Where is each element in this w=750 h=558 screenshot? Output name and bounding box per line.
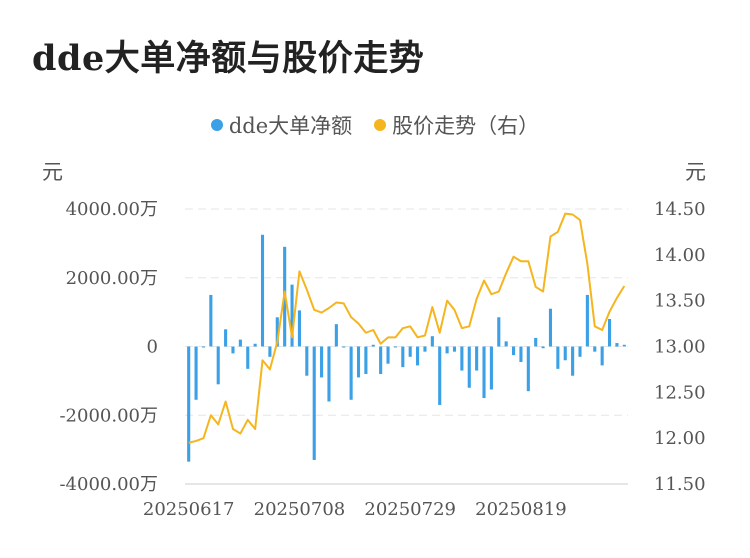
x-tick-label: 20250708 (254, 499, 346, 520)
bar (467, 346, 471, 388)
bar (534, 337, 538, 347)
right-tick-label: 12.50 (654, 382, 706, 403)
bar (334, 324, 338, 347)
bar (371, 344, 375, 347)
bar (563, 346, 567, 361)
legend-line-label: 股价走势（右） (392, 114, 540, 138)
bar (260, 234, 265, 347)
bar (416, 346, 420, 366)
left-tick-label: -4000.00万 (59, 474, 158, 495)
bar (356, 346, 361, 378)
bar (489, 346, 493, 390)
bar (224, 329, 228, 347)
bar (275, 317, 279, 347)
bar (423, 346, 427, 352)
bar (246, 346, 250, 369)
price-line (188, 212, 626, 444)
bar (312, 346, 316, 460)
bar (600, 346, 604, 366)
bar (556, 346, 560, 369)
bar (541, 346, 545, 349)
bar (320, 346, 324, 378)
right-tick-label: 14.00 (654, 245, 706, 266)
bar (548, 308, 553, 347)
bar (297, 310, 301, 347)
bar (216, 346, 220, 385)
bar (393, 346, 397, 348)
bar (438, 346, 442, 405)
chart-legend: dde大单净额 股价走势（右） (0, 110, 750, 140)
bar (401, 346, 405, 368)
legend-bar-label: dde大单净额 (228, 114, 353, 138)
legend-item-line[interactable]: 股价走势（右） (374, 110, 539, 140)
bar (607, 319, 612, 347)
bar (231, 346, 235, 354)
bar (408, 346, 412, 357)
bar (430, 336, 434, 347)
bar (349, 346, 353, 400)
bar (209, 294, 213, 347)
bar (305, 346, 309, 376)
bar (201, 346, 206, 348)
bar (445, 346, 449, 354)
bar (238, 339, 242, 347)
bar (364, 346, 368, 374)
bar (571, 346, 575, 376)
right-tick-label: 12.00 (654, 428, 706, 449)
bar (327, 346, 331, 402)
left-tick-label: 0 (147, 337, 158, 358)
bar (622, 344, 626, 347)
bar (482, 346, 486, 399)
bar (342, 346, 346, 348)
bar (578, 346, 582, 357)
bar (194, 346, 198, 400)
left-tick-label: -2000.00万 (59, 405, 158, 426)
bar (615, 343, 619, 347)
x-tick-label: 20250819 (475, 499, 567, 520)
bar (512, 346, 516, 356)
bar (268, 346, 272, 357)
left-axis-unit: 元 (42, 160, 63, 184)
legend-item-bar[interactable]: dde大单净额 (210, 110, 353, 140)
bar (452, 346, 457, 352)
bar (253, 343, 257, 347)
x-tick-label: 20250729 (364, 499, 456, 520)
bar (585, 294, 589, 347)
right-axis-unit: 元 (685, 160, 706, 184)
bar (504, 341, 508, 347)
bar (290, 284, 294, 347)
bar (593, 346, 597, 352)
x-tick-label: 20250617 (143, 499, 235, 520)
bar (519, 346, 523, 362)
bar (526, 346, 530, 392)
bar (386, 346, 390, 364)
bar (187, 346, 191, 462)
bar (475, 346, 479, 371)
legend-bar-swatch (210, 119, 223, 131)
right-tick-label: 14.50 (654, 199, 706, 220)
right-tick-label: 11.50 (654, 474, 706, 495)
right-tick-label: 13.50 (654, 291, 706, 312)
right-tick-label: 13.00 (654, 337, 706, 358)
left-tick-label: 2000.00万 (66, 268, 158, 289)
bar (460, 346, 464, 371)
left-tick-label: 4000.00万 (66, 199, 158, 220)
bar (497, 317, 501, 347)
chart-title: dde大单净额与股价走势 (32, 38, 425, 79)
bar (379, 346, 383, 374)
legend-line-swatch (374, 119, 387, 131)
